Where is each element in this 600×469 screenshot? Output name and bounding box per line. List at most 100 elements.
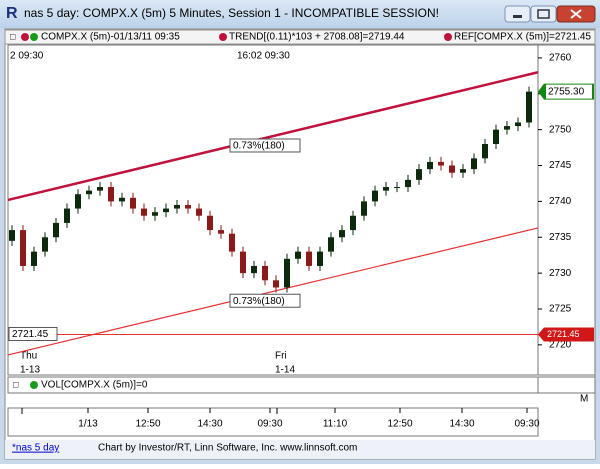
- candle-body: [515, 122, 521, 127]
- candle-body: [42, 237, 48, 252]
- candle-body: [218, 230, 224, 234]
- legend-dot: [219, 33, 227, 41]
- candle-body: [262, 265, 268, 281]
- candle-body: [119, 197, 125, 202]
- y-tick-label: 2750: [549, 124, 572, 135]
- candle-body: [240, 251, 246, 274]
- candle-body: [20, 230, 26, 266]
- candle-body: [185, 204, 191, 209]
- y-tick-label: 2760: [549, 53, 572, 64]
- candle-body: [427, 161, 433, 170]
- y-tick-label: 2730: [549, 268, 572, 279]
- day-name: Fri: [275, 351, 287, 362]
- x-tick-label: 09:30: [257, 419, 282, 430]
- y-tick-label: 2725: [549, 304, 572, 315]
- last-price-label: 2755.30: [548, 86, 585, 97]
- volume-label: VOL[COMPX.X (5m)]=0: [41, 380, 148, 391]
- y-tick-label: 2745: [549, 160, 572, 171]
- candle-body: [328, 237, 334, 252]
- ref-price-tag: [538, 327, 594, 342]
- time-axis: [7, 407, 539, 437]
- volume-axis: [537, 376, 596, 394]
- x-tick-label: 14:30: [197, 419, 222, 430]
- candle-body: [372, 190, 378, 202]
- y-tick-label: 2720: [549, 340, 572, 351]
- candle-body: [317, 251, 323, 266]
- minimize-button[interactable]: [504, 5, 531, 23]
- trend-line: [7, 71, 539, 202]
- maximize-button[interactable]: [530, 5, 557, 23]
- candle-body: [394, 187, 400, 189]
- candle-body: [449, 165, 455, 173]
- candle-body: [196, 208, 202, 216]
- title-bar: [0, 0, 600, 28]
- candle-body: [295, 251, 301, 259]
- day-date: 1-13: [20, 365, 40, 376]
- maximize-icon: [537, 9, 550, 19]
- candle-body: [350, 215, 356, 231]
- status-bar: [5, 440, 595, 459]
- trend-line: [7, 227, 539, 356]
- trend-label: 0.73%(180): [233, 141, 285, 152]
- x-tick-label: 14:30: [449, 419, 474, 430]
- legend-dot: [21, 33, 29, 41]
- x-tick-label: 12:50: [135, 419, 160, 430]
- candle-body: [64, 208, 70, 223]
- y-tick-label: 2740: [549, 196, 572, 207]
- candle-body: [493, 129, 499, 144]
- last-price-box: [546, 84, 592, 99]
- legend-trend: TREND[(0.11)*103 + 2708.08]=2719.44: [229, 32, 405, 43]
- legend-dot: [30, 381, 38, 389]
- candle-body: [53, 222, 59, 238]
- x-tick-label: 09:30: [514, 419, 539, 430]
- candle-body: [526, 91, 532, 123]
- candle-body: [9, 230, 15, 241]
- candle-body: [251, 265, 257, 274]
- candle-body: [306, 251, 312, 266]
- ref-price-label: 2721.45: [547, 329, 580, 339]
- candle-body: [438, 161, 444, 166]
- candle-body: [284, 258, 290, 288]
- volume-scale: M: [580, 394, 588, 405]
- candle-body: [229, 233, 235, 252]
- candle-body: [471, 158, 477, 170]
- credit: Chart by Investor/RT, Linn Software, Inc…: [98, 443, 357, 454]
- candle-body: [460, 169, 466, 173]
- candle-body: [86, 190, 92, 195]
- candle-body: [361, 201, 367, 216]
- collapse-button[interactable]: □: [10, 31, 16, 41]
- y-tick-label: 2735: [549, 232, 572, 243]
- candle-body: [130, 197, 136, 209]
- candle-body: [416, 169, 422, 180]
- legend-symbol: COMPX.X (5m)-01/13/11 09:35: [41, 32, 180, 43]
- candle-body: [163, 208, 169, 213]
- candle-body: [207, 215, 213, 231]
- candle-body: [75, 194, 81, 209]
- candle-body: [339, 230, 345, 238]
- chart-tab[interactable]: *nas 5 day: [12, 443, 59, 454]
- candle-body: [31, 251, 37, 266]
- price-pane: [7, 44, 539, 376]
- candle-body: [383, 187, 389, 191]
- candle-body: [108, 187, 114, 202]
- candle-body: [504, 126, 510, 130]
- x-tick-label: 11:10: [323, 419, 348, 430]
- day-date: 1-14: [275, 365, 295, 376]
- candle-body: [273, 280, 279, 288]
- app-icon: R: [6, 5, 18, 22]
- x-tick-label: 12:50: [387, 419, 412, 430]
- candle-body: [405, 179, 411, 188]
- ref-label: 2721.45: [12, 329, 49, 340]
- collapse-button[interactable]: □: [13, 379, 19, 389]
- price-axis: [537, 44, 596, 376]
- session-time: 2 09:30: [10, 51, 44, 62]
- window-title: nas 5 day: COMPX.X (5m) 5 Minutes, Sessi…: [24, 6, 439, 20]
- legend-dot: [444, 33, 452, 41]
- candle-body: [141, 208, 147, 216]
- candle-body: [174, 204, 180, 209]
- legend-dot: [30, 33, 38, 41]
- session-time: 16:02 09:30: [237, 51, 290, 62]
- x-tick-label: 1/13: [78, 419, 98, 430]
- candle-body: [97, 187, 103, 191]
